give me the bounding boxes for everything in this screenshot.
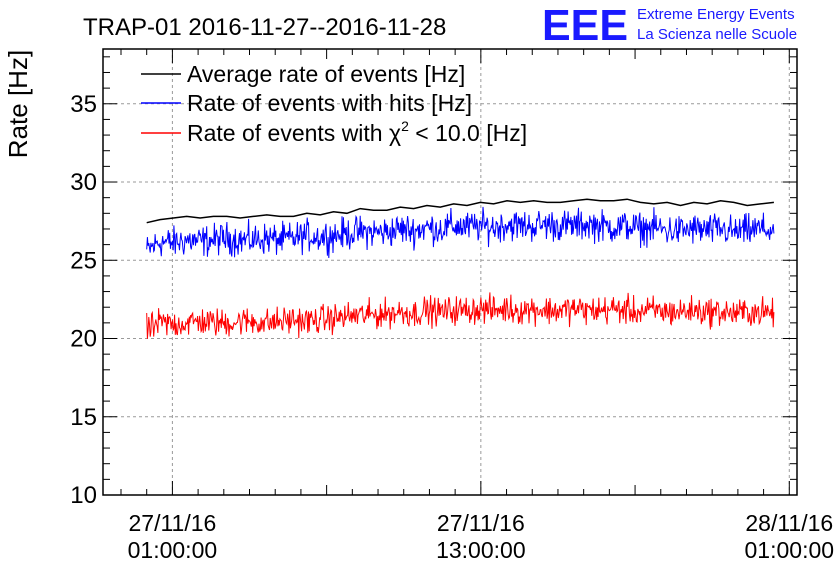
x-tick-time-1: 13:00:00 bbox=[436, 537, 526, 563]
y-tick-label-10: 10 bbox=[70, 482, 97, 509]
chart-title: TRAP-01 2016-11-27--2016-11-28 bbox=[83, 14, 446, 41]
y-tick-labels: 10 15 20 25 30 35 bbox=[70, 91, 97, 509]
eee-logo-line2: La Scienza nelle Scuole bbox=[637, 26, 797, 43]
legend-label-hits: Rate of events with hits [Hz] bbox=[187, 90, 472, 116]
x-tick-date-2: 28/11/16 bbox=[745, 510, 833, 536]
y-tick-label-35: 35 bbox=[70, 91, 97, 118]
legend-chi2-sup: 2 bbox=[401, 118, 409, 134]
legend-label-average: Average rate of events [Hz] bbox=[187, 61, 465, 87]
y-tick-label-15: 15 bbox=[70, 404, 97, 431]
tick-layer bbox=[103, 49, 797, 496]
legend-chi2-tail: < 10.0 [Hz] bbox=[409, 120, 527, 146]
series-line-1 bbox=[146, 206, 775, 259]
plot-frame bbox=[102, 48, 798, 496]
legend: Average rate of events [Hz] Rate of even… bbox=[141, 61, 527, 146]
y-tick-label-20: 20 bbox=[70, 326, 97, 353]
x-tick-time-0: 01:00:00 bbox=[128, 537, 218, 563]
legend-label-chi2: Rate of events with χ2 < 10.0 [Hz] bbox=[187, 118, 527, 146]
series-line-0 bbox=[146, 198, 774, 224]
y-axis-label: Rate [Hz] bbox=[3, 50, 33, 158]
y-tick-label-30: 30 bbox=[70, 169, 97, 196]
y-tick-label-25: 25 bbox=[70, 247, 97, 274]
x-tick-date-1: 27/11/16 bbox=[437, 510, 525, 536]
series-layer bbox=[146, 198, 775, 339]
x-tick-labels: 27/11/1601:00:0027/11/1613:00:0028/11/16… bbox=[128, 510, 834, 563]
frame-layer bbox=[102, 48, 798, 496]
x-tick-time-2: 01:00:00 bbox=[745, 537, 835, 563]
grid-layer bbox=[103, 49, 797, 495]
eee-logo: EEE bbox=[542, 1, 628, 50]
eee-logo-line1: Extreme Energy Events bbox=[637, 6, 795, 23]
series-line-2 bbox=[146, 292, 775, 339]
legend-chi2-text: Rate of events with χ bbox=[187, 120, 401, 146]
x-tick-date-0: 27/11/16 bbox=[128, 510, 216, 536]
